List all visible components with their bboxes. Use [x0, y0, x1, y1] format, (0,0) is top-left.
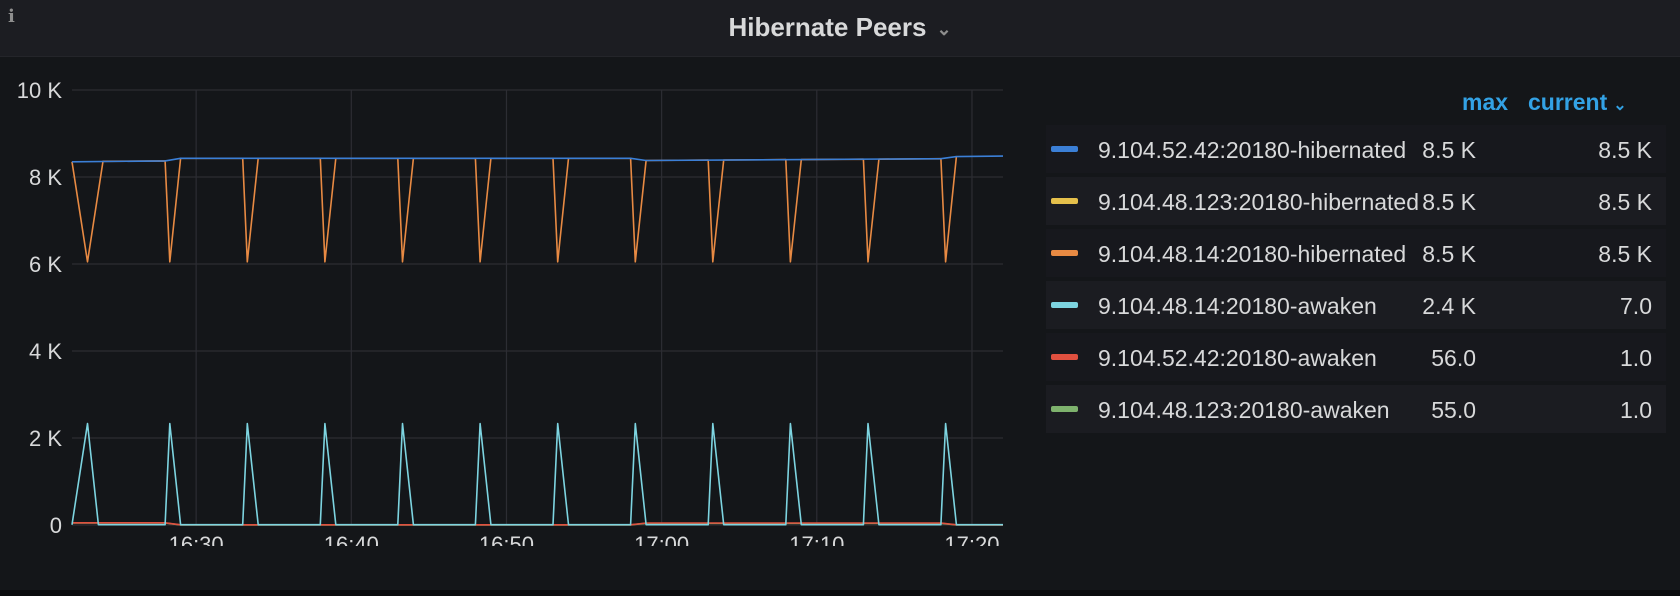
legend-series-name: 9.104.48.14:20180-awaken [1098, 293, 1377, 319]
series-line [71, 156, 958, 263]
y-tick-label: 10 K [17, 78, 63, 103]
legend-max-value: 8.5 K [1422, 241, 1476, 267]
legend-max-value: 8.5 K [1422, 189, 1476, 215]
legend-header: max current ⌄ [1046, 85, 1666, 121]
legend-rows: 9.104.52.42:20180-hibernated 8.5 K 8.5 K 9.… [1046, 125, 1666, 433]
y-tick-label: 4 K [29, 339, 62, 364]
legend-max-value: 2.4 K [1422, 293, 1476, 319]
legend-swatch [1051, 250, 1078, 256]
legend-row[interactable]: 9.104.48.14:20180-hibernated 8.5 K 8.5 K [1046, 229, 1666, 277]
legend-current-value: 8.5 K [1598, 189, 1652, 215]
time-series-chart[interactable]: 0 2 K 4 K 6 K 8 K 10 K 16:30 16:40 16:50 17:00 17:… [0, 56, 1010, 546]
y-tick-label: 0 [50, 513, 62, 538]
legend-swatch [1051, 354, 1078, 360]
legend-max-value: 8.5 K [1422, 137, 1476, 163]
chevron-down-icon: ⌄ [1613, 97, 1627, 114]
info-icon[interactable]: i [8, 6, 15, 27]
legend-current-value: 1.0 [1620, 345, 1652, 371]
legend-max-header[interactable]: max [1462, 89, 1509, 115]
legend-max-value: 56.0 [1431, 345, 1476, 371]
legend-current-value: 1.0 [1620, 397, 1652, 423]
y-tick-label: 8 K [29, 165, 62, 190]
legend-swatch [1051, 406, 1078, 412]
x-tick-label: 17:10 [789, 532, 844, 546]
legend-current-header[interactable]: current ⌄ [1528, 89, 1627, 116]
y-tick-label: 6 K [29, 252, 62, 277]
panel-header[interactable]: i Hibernate Peers ⌄ [0, 0, 1680, 57]
legend-max-value: 55.0 [1431, 397, 1476, 423]
x-tick-label: 16:50 [479, 532, 534, 546]
series-line [71, 155, 1004, 163]
series-line [71, 422, 1003, 526]
series-line [72, 522, 1004, 526]
panel-title-menu[interactable]: Hibernate Peers ⌄ [0, 12, 1680, 43]
legend-current-value: 8.5 K [1598, 137, 1652, 163]
chevron-down-icon[interactable]: ⌄ [936, 18, 952, 39]
panel-title: Hibernate Peers [728, 12, 927, 42]
legend-row[interactable]: 9.104.52.42:20180-hibernated 8.5 K 8.5 K [1046, 125, 1666, 173]
x-tick-label: 17:20 [944, 532, 999, 546]
x-tick-label: 16:30 [169, 532, 224, 546]
legend-current-value: 8.5 K [1598, 241, 1652, 267]
legend-swatch [1051, 146, 1078, 152]
legend-current-label: current [1528, 89, 1608, 115]
x-tick-label: 17:00 [634, 532, 689, 546]
legend-row[interactable]: 9.104.48.123:20180-awaken 55.0 1.0 [1046, 385, 1666, 433]
legend-row[interactable]: 9.104.48.14:20180-awaken 2.4 K 7.0 [1046, 281, 1666, 329]
bottom-border [0, 590, 1680, 596]
x-tick-label: 16:40 [324, 532, 379, 546]
legend-series-name: 9.104.48.123:20180-awaken [1098, 397, 1390, 423]
legend-series-name: 9.104.48.123:20180-hibernated [1098, 189, 1420, 215]
legend-current-value: 7.0 [1620, 293, 1652, 319]
legend-series-name: 9.104.52.42:20180-awaken [1098, 345, 1377, 371]
legend-series-name: 9.104.52.42:20180-hibernated [1098, 137, 1407, 163]
legend-series-name: 9.104.48.14:20180-hibernated [1098, 241, 1407, 267]
legend-row[interactable]: 9.104.48.123:20180-hibernated 8.5 K 8.5 K [1046, 177, 1666, 225]
y-tick-label: 2 K [29, 426, 62, 451]
legend: max current ⌄ 9.104.52.42:20180-hibernate… [1046, 85, 1666, 433]
legend-swatch [1051, 198, 1078, 204]
legend-row[interactable]: 9.104.52.42:20180-awaken 56.0 1.0 [1046, 333, 1666, 381]
legend-swatch [1051, 302, 1078, 308]
